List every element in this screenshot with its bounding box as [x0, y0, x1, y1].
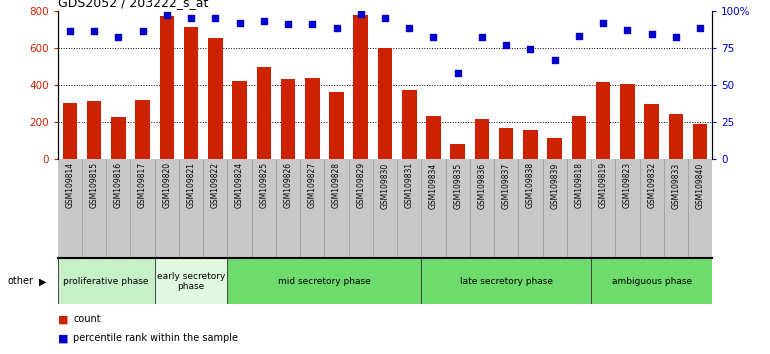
Point	[88, 29, 100, 34]
Point	[185, 15, 197, 21]
Point	[209, 15, 222, 21]
Text: GSM109820: GSM109820	[162, 162, 172, 209]
Point	[306, 21, 319, 27]
Point	[136, 29, 149, 34]
Point	[451, 70, 464, 76]
Bar	[353, 15, 368, 159]
Point	[670, 35, 682, 40]
Text: GSM109819: GSM109819	[598, 162, 608, 209]
FancyBboxPatch shape	[227, 258, 421, 304]
Text: GSM109817: GSM109817	[138, 162, 147, 209]
Text: GSM109814: GSM109814	[65, 162, 75, 209]
Point	[379, 15, 391, 21]
Text: GSM109833: GSM109833	[671, 162, 681, 209]
Text: other: other	[8, 276, 34, 286]
Bar	[402, 90, 417, 159]
Bar	[644, 104, 659, 159]
Text: mid secretory phase: mid secretory phase	[278, 277, 371, 286]
Bar	[305, 79, 320, 159]
Point	[524, 46, 537, 52]
Text: GSM109832: GSM109832	[647, 162, 656, 209]
Bar	[450, 144, 465, 159]
Text: proliferative phase: proliferative phase	[63, 277, 149, 286]
Bar	[547, 138, 562, 159]
Text: GSM109827: GSM109827	[308, 162, 316, 209]
Bar	[596, 82, 611, 159]
FancyBboxPatch shape	[155, 258, 227, 304]
Point	[645, 32, 658, 37]
Text: late secretory phase: late secretory phase	[460, 277, 553, 286]
Text: GSM109818: GSM109818	[574, 162, 584, 208]
Bar	[330, 92, 343, 159]
Text: GSM109822: GSM109822	[211, 162, 219, 208]
Point	[355, 11, 367, 16]
Bar	[474, 119, 489, 159]
Text: GSM109825: GSM109825	[259, 162, 268, 209]
Point	[403, 25, 415, 31]
Bar	[184, 27, 199, 159]
Text: GSM109834: GSM109834	[429, 162, 438, 209]
Bar	[208, 38, 223, 159]
Bar	[693, 124, 708, 159]
Point	[112, 35, 125, 40]
FancyBboxPatch shape	[421, 258, 591, 304]
Text: GSM109831: GSM109831	[405, 162, 413, 209]
Text: GSM109828: GSM109828	[332, 162, 341, 208]
Bar	[523, 131, 537, 159]
Point	[282, 21, 294, 27]
Text: early secretory
phase: early secretory phase	[157, 272, 226, 291]
Bar	[427, 116, 440, 159]
Point	[548, 57, 561, 63]
Text: GSM109836: GSM109836	[477, 162, 487, 209]
Text: ▶: ▶	[38, 276, 46, 286]
Bar	[499, 128, 514, 159]
Point	[161, 12, 173, 18]
Text: GSM109823: GSM109823	[623, 162, 632, 209]
Point	[233, 20, 246, 25]
Text: ■: ■	[58, 314, 69, 324]
Point	[330, 25, 343, 31]
Text: GSM109840: GSM109840	[695, 162, 705, 209]
Point	[258, 18, 270, 24]
Text: ■: ■	[58, 333, 69, 343]
Bar	[159, 16, 174, 159]
Bar	[136, 100, 150, 159]
Bar	[571, 116, 586, 159]
Point	[476, 35, 488, 40]
Point	[597, 20, 609, 25]
Point	[64, 29, 76, 34]
Text: GDS2052 / 203222_s_at: GDS2052 / 203222_s_at	[58, 0, 208, 10]
Text: GSM109839: GSM109839	[551, 162, 559, 209]
Point	[573, 33, 585, 39]
Text: GSM109815: GSM109815	[89, 162, 99, 209]
Bar	[281, 79, 296, 159]
Text: GSM109824: GSM109824	[235, 162, 244, 209]
Text: GSM109835: GSM109835	[454, 162, 462, 209]
Text: GSM109829: GSM109829	[357, 162, 365, 209]
Point	[694, 25, 706, 31]
Bar	[668, 114, 683, 159]
Bar	[111, 116, 126, 159]
Text: GSM109837: GSM109837	[502, 162, 511, 209]
FancyBboxPatch shape	[58, 258, 155, 304]
Text: GSM109838: GSM109838	[526, 162, 535, 209]
FancyBboxPatch shape	[591, 258, 712, 304]
Text: GSM109830: GSM109830	[380, 162, 390, 209]
Text: GSM109821: GSM109821	[186, 162, 196, 208]
Bar	[620, 84, 634, 159]
Bar	[233, 81, 247, 159]
Point	[621, 27, 634, 33]
Point	[500, 42, 512, 48]
Text: GSM109826: GSM109826	[283, 162, 293, 209]
Bar	[256, 67, 271, 159]
Bar	[62, 103, 77, 159]
Bar	[378, 48, 392, 159]
Text: GSM109816: GSM109816	[114, 162, 123, 209]
Text: count: count	[73, 314, 101, 324]
Text: ambiguous phase: ambiguous phase	[611, 277, 691, 286]
Text: percentile rank within the sample: percentile rank within the sample	[73, 333, 238, 343]
Bar	[87, 101, 102, 159]
Point	[427, 35, 440, 40]
